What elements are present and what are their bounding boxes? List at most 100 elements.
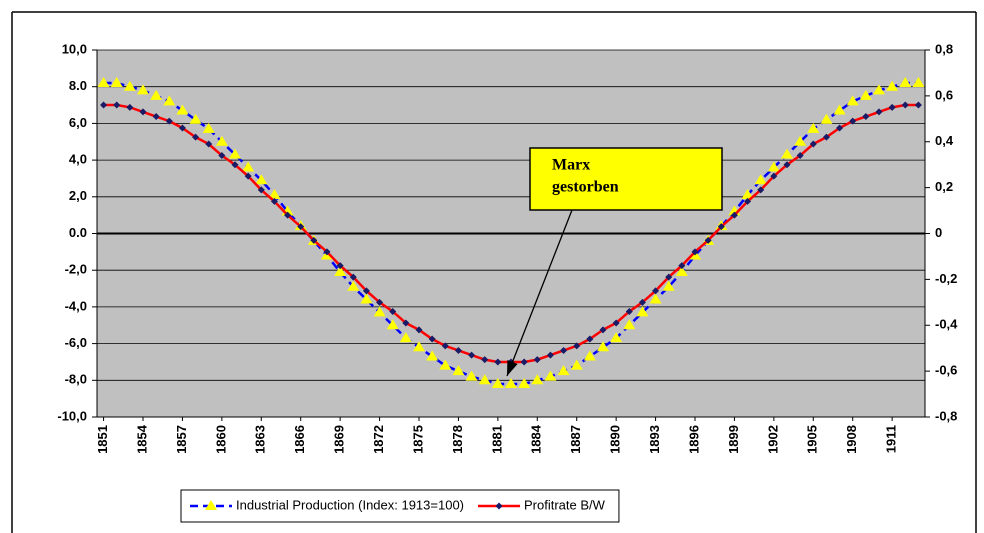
y-tick-label: -6,0 [65,335,87,350]
marker-diamond [310,236,318,244]
x-tick-label: 1890 [608,425,623,454]
x-tick-label: 1863 [253,425,268,454]
y-tick-label: 4,0 [69,152,87,167]
marker-triangle [531,374,544,385]
legend: Industrial Production (Index: 1913=100) P… [180,489,620,523]
y2-tick-label: -0,8 [935,408,957,423]
marker-diamond [914,101,922,109]
marker-diamond [849,117,857,125]
marker-triangle [662,280,675,291]
x-tick-label: 1899 [726,425,741,454]
legend-marker [205,500,217,510]
y2-tick-label: 0,6 [935,87,953,102]
marker-triangle [597,341,609,352]
marker-diamond [231,161,239,169]
marker-diamond [573,342,581,350]
annotation-arrow [506,209,573,377]
marker-triangle [794,135,807,146]
x-tick-label: 1854 [134,424,149,454]
marker-diamond [691,248,699,256]
marker-triangle [478,374,491,385]
marker-triangle [255,174,268,185]
marker-diamond [888,103,896,111]
marker-diamond [244,172,252,180]
y-tick-label: -10,0 [57,408,87,423]
marker-diamond [481,356,489,364]
marker-triangle [886,80,899,91]
marker-triangle [767,161,780,172]
marker-triangle [491,377,504,388]
x-tick-label: 1911 [884,425,899,453]
marker-diamond [454,346,462,354]
marker-diamond [152,113,160,121]
marker-triangle [610,332,623,343]
marker-triangle [189,113,202,124]
legend-marker [495,502,503,510]
marker-diamond [836,124,844,132]
marker-diamond [468,351,476,359]
marker-triangle [399,332,412,343]
marker-triangle [912,77,925,88]
marker-diamond [652,287,660,295]
marker-diamond [323,248,331,256]
legend-label: Industrial Production (Index: 1913=100) [236,497,464,512]
marker-diamond [704,236,712,244]
marker-triangle [518,377,531,388]
annotation-text: Marx [552,157,590,174]
y-tick-label: 2,0 [69,188,87,203]
y-tick-label: -4,0 [65,298,87,313]
marker-triangle [636,306,649,317]
marker-diamond [533,356,541,364]
marker-triangle [754,174,767,185]
marker-triangle [242,161,255,172]
marker-diamond [165,117,173,125]
marker-diamond [560,346,568,354]
marker-diamond [284,211,292,219]
marker-triangle [123,80,136,91]
marker-diamond [744,197,752,205]
marker-diamond [257,186,265,194]
marker-triangle [110,77,123,88]
annotation-box [529,147,723,211]
x-tick-label: 1884 [529,424,544,454]
marker-diamond [717,223,725,231]
marker-triangle [557,365,570,376]
x-tick-label: 1908 [844,425,859,454]
marker-diamond [665,273,673,281]
marker-triangle [807,122,820,133]
x-tick-label: 1887 [568,425,583,454]
series [97,77,925,388]
marker-triangle [176,104,189,115]
y-tick-label: -2,0 [65,262,87,277]
marker-triangle [452,365,465,376]
marker-triangle [373,306,386,317]
marker-triangle [623,319,636,330]
marker-triangle [413,341,425,352]
marker-triangle [675,266,688,277]
marker-diamond [205,140,213,148]
marker-triangle [386,319,399,330]
marker-diamond [218,152,226,160]
marker-diamond [757,186,765,194]
marker-diamond [402,319,410,327]
marker-diamond [612,319,620,327]
y-tick-label: 8.0 [69,78,87,93]
marker-triangle [873,84,885,95]
y2-tick-label: -0,6 [935,363,957,378]
x-tick-label: 1893 [647,425,662,454]
marker-triangle [833,104,846,115]
y2-tick-label: -0,4 [935,317,958,332]
marker-diamond [297,223,305,231]
marker-diamond [494,358,502,366]
marker-diamond [796,152,804,160]
marker-triangle [781,148,793,159]
marker-diamond [901,101,909,109]
marker-diamond [546,351,554,359]
marker-diamond [113,101,121,109]
marker-diamond [638,298,646,306]
y-tick-label: -8,0 [65,372,87,387]
marker-triangle [150,89,163,100]
legend-box [180,489,620,523]
marker-diamond [822,133,830,141]
